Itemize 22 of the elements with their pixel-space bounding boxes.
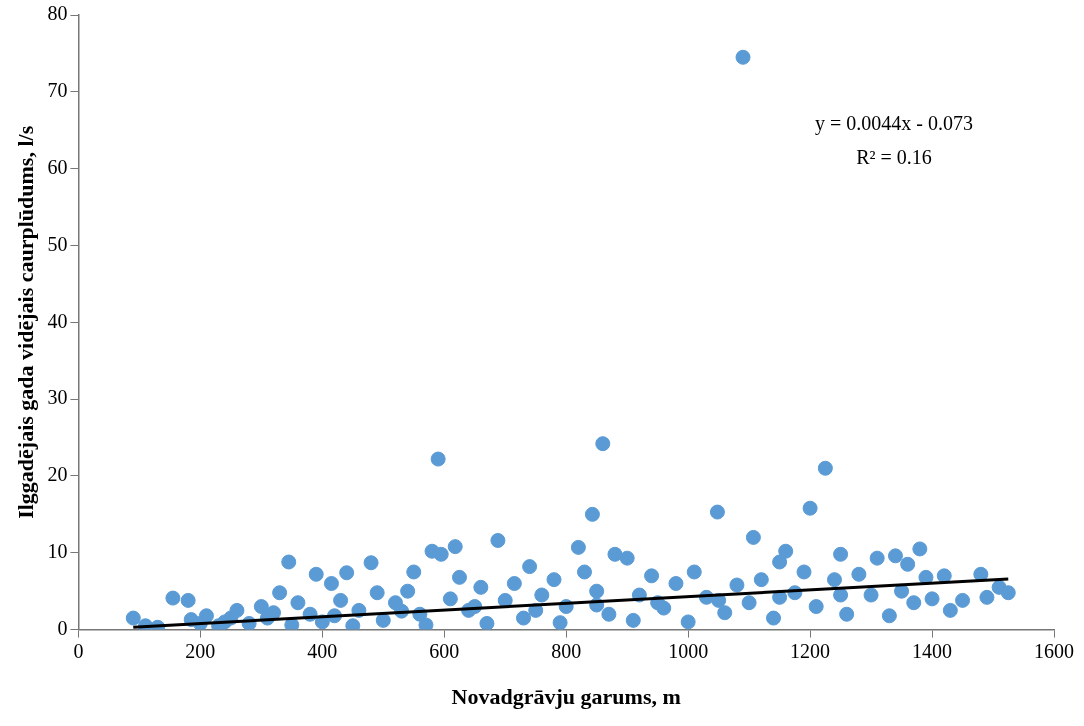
x-axis-title: Novadgrāvju garums, m [451,684,681,710]
annotation: R² = 0.16 [856,146,932,169]
x-tick-label: 600 [429,639,460,662]
x-tick-label: 400 [307,639,338,662]
y-tick-label: 30 [47,386,68,409]
x-tick-label: 1600 [1034,639,1074,662]
y-tick-label: 80 [47,2,68,25]
y-tick-label: 60 [47,155,68,178]
annotation: y = 0.0044x - 0.073 [815,112,973,136]
y-tick-label: 70 [47,79,68,102]
y-axis-title: Ilggadējais gada vidējais caurplūdums, l/s [12,125,38,519]
x-tick-label: 1400 [912,639,953,662]
y-tick-label: 0 [57,616,68,639]
x-tick-label: 0 [73,639,84,662]
y-tick-label: 40 [47,309,68,332]
x-tick-label: 1000 [668,639,709,662]
x-tick-label: 200 [185,639,216,662]
x-tick-label: 800 [551,639,582,662]
y-tick-label: 10 [47,540,68,563]
y-tick-label: 50 [47,232,68,255]
y-tick-label: 20 [47,463,68,486]
x-tick-label: 1200 [790,639,831,662]
